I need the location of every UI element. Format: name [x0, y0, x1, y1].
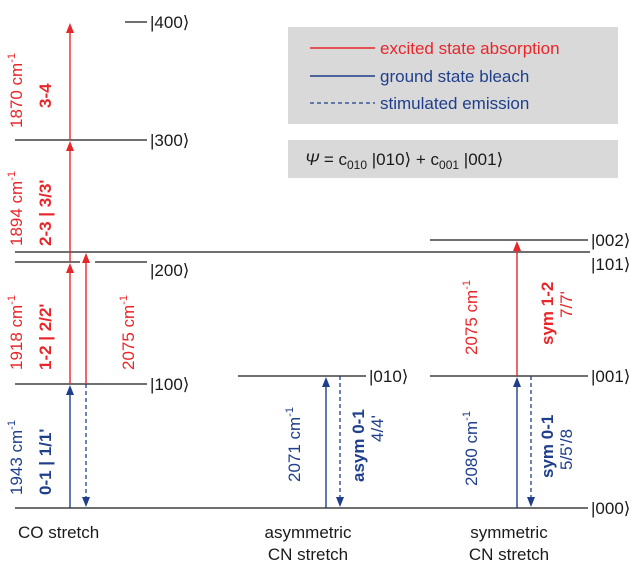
- co-t34-freq: 1870 cm-1: [6, 53, 26, 128]
- co-t34-name: 3-4: [36, 83, 55, 108]
- co-t23-name: 2-3 | 3/3': [36, 180, 55, 246]
- sym-t01-freq: 2080 cm-1: [461, 411, 481, 486]
- equation-box: [288, 140, 618, 178]
- co-t01-name: 0-1 | 1/1': [36, 429, 55, 495]
- co-t12b-freq: 2075 cm-1: [118, 295, 138, 370]
- equation-text: Ψ = c010 |010⟩ + c001 |001⟩: [305, 150, 503, 172]
- asym-arrows: [322, 376, 344, 508]
- co-levels: |400⟩ |300⟩ |200⟩ |100⟩: [15, 13, 189, 394]
- legend-esa-label: excited state absorption: [380, 39, 560, 58]
- caption-asym-2: CN stretch: [268, 545, 348, 564]
- caption-sym-1: symmetric: [470, 523, 548, 542]
- sym-t01-name: sym 0-1: [538, 415, 557, 478]
- label-000: |000⟩: [591, 499, 630, 518]
- sym-levels: |002⟩ |101⟩ |001⟩: [430, 231, 630, 386]
- label-300: |300⟩: [150, 131, 189, 150]
- label-200: |200⟩: [150, 261, 189, 280]
- asym-freq: 2071 cm-1: [284, 407, 304, 482]
- label-400: |400⟩: [150, 13, 189, 32]
- caption-sym-2: CN stretch: [469, 545, 549, 564]
- co-t01-freq: 1943 cm-1: [6, 420, 26, 495]
- wavefunction-equation: Ψ = c010 |010⟩ + c001 |001⟩: [288, 140, 618, 178]
- label-002: |002⟩: [591, 231, 630, 250]
- sym-t12-name: sym 1-2: [538, 282, 557, 345]
- label-010: |010⟩: [369, 367, 408, 386]
- sym-t12-sub: 7/7': [557, 291, 576, 318]
- label-001: |001⟩: [591, 367, 630, 386]
- co-t23-freq: 1894 cm-1: [6, 171, 26, 246]
- label-100: |100⟩: [150, 375, 189, 394]
- legend-se-label: stimulated emission: [380, 94, 529, 113]
- sym-arrows: [513, 241, 535, 508]
- co-t12-freq: 1918 cm-1: [6, 295, 26, 370]
- caption-asym-1: asymmetric: [265, 523, 352, 542]
- legend: excited state absorption ground state bl…: [288, 27, 618, 124]
- label-101: |101⟩: [591, 255, 630, 274]
- co-arrows: [66, 23, 90, 508]
- sym-t12-freq: 2075 cm-1: [461, 280, 481, 355]
- asym-sub: 4/4': [368, 415, 387, 442]
- legend-gsb-label: ground state bleach: [380, 67, 529, 86]
- co-t12-name: 1-2 | 2/2': [36, 304, 55, 370]
- asym-name: asym 0-1: [349, 409, 368, 482]
- sym-t01-sub: 5/5'/8: [557, 429, 576, 470]
- caption-co: CO stretch: [18, 523, 99, 542]
